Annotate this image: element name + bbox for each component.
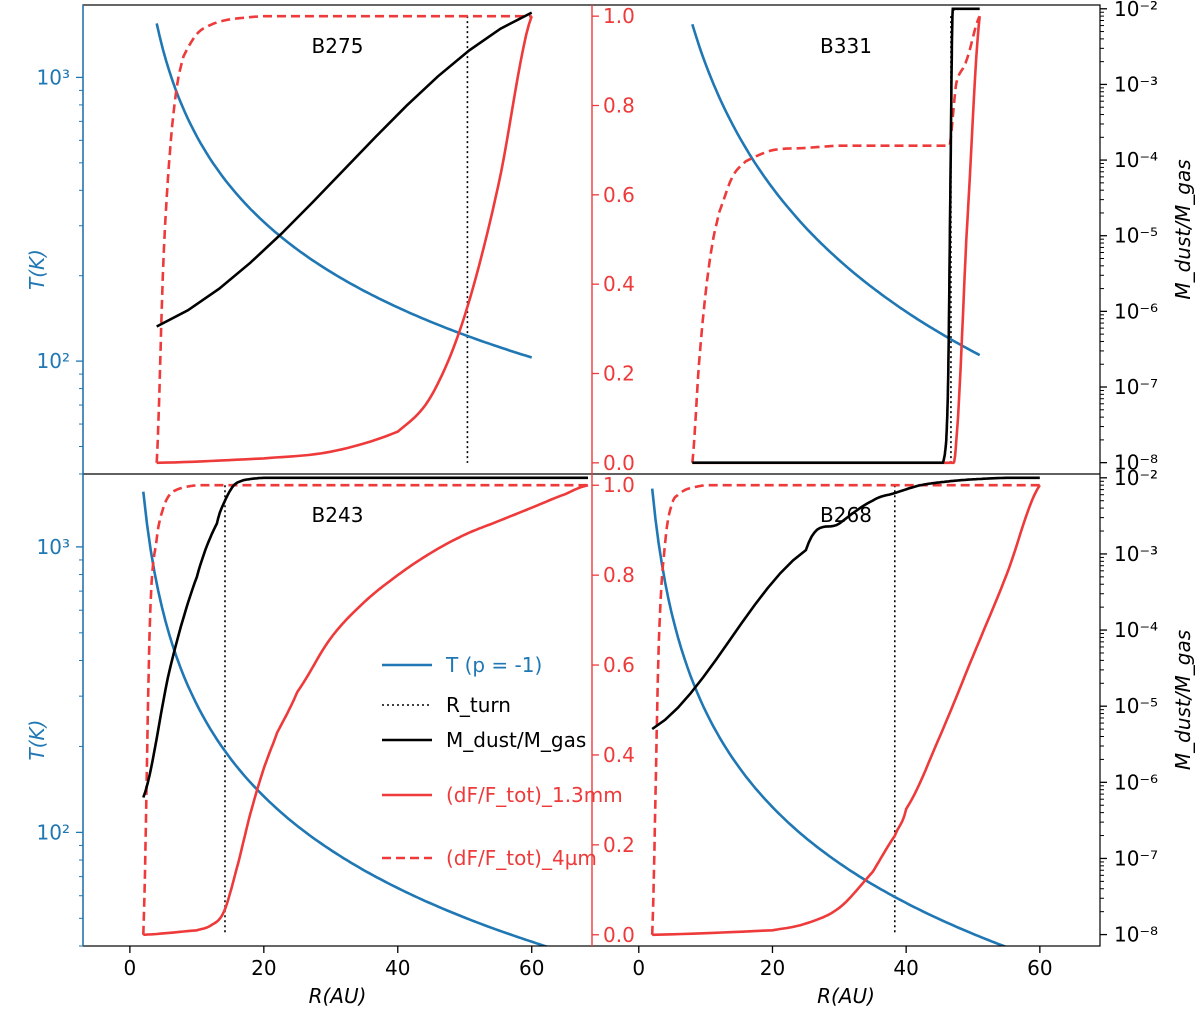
frames <box>82 4 1101 947</box>
middle-tick-label: 1.0 <box>603 4 635 28</box>
right-tick-label: 10⁻⁸ <box>1114 451 1158 475</box>
middle-tick-label: 0.2 <box>603 833 635 857</box>
legend-label: (dF/F_tot)_4µm <box>446 846 597 870</box>
panel-label: B331 <box>820 34 872 58</box>
flux-4um-line <box>142 483 588 935</box>
x-axis-label: R(AU) <box>817 984 875 1008</box>
right-tick-label: 10⁻⁶ <box>1114 770 1158 794</box>
right-tick-label: 10⁻⁵ <box>1114 224 1158 248</box>
x-tick-label: 60 <box>1027 956 1052 980</box>
right-tick-label: 10⁻² <box>1114 0 1158 21</box>
panel-label: B275 <box>312 34 364 58</box>
temperature-line <box>691 23 981 357</box>
right-tick-label: 10⁻⁴ <box>1114 148 1158 172</box>
right-tick-label: 10⁻⁸ <box>1114 923 1158 947</box>
panel-B275: B275 <box>155 11 533 465</box>
middle-tick-label: 0.6 <box>603 183 635 207</box>
mass-ratio-line <box>156 11 533 328</box>
middle-tick-label: 0.4 <box>603 272 635 296</box>
right-tick-label: 10⁻⁵ <box>1114 694 1158 718</box>
x-tick-label: 60 <box>519 956 544 980</box>
temperature-line <box>155 23 533 359</box>
x-tick-label: 20 <box>760 956 785 980</box>
legend-label: M_dust/M_gas <box>446 728 586 752</box>
x-tick-label: 20 <box>251 956 276 980</box>
right-tick-label: 10⁻⁴ <box>1114 618 1158 642</box>
panel-B331: B331 <box>691 7 981 465</box>
right-axis-label: M_dust/M_gas <box>1171 630 1195 770</box>
x-axis-label: R(AU) <box>309 984 367 1008</box>
flux-4um-line <box>155 14 532 463</box>
middle-tick-label: 0.8 <box>603 563 635 587</box>
x-tick-label: 0 <box>632 956 645 980</box>
middle-tick-label: 0.8 <box>603 94 635 118</box>
right-tick-label: 10⁻⁶ <box>1114 299 1158 323</box>
middle-tick-label: 0.4 <box>603 743 635 767</box>
legend-label: T (p = -1) <box>445 653 542 677</box>
left-tick-label: 10² <box>37 820 70 844</box>
flux-1-3mm-line <box>692 16 981 465</box>
temperature-line <box>650 488 1008 946</box>
mass-ratio-line <box>692 7 980 464</box>
right-tick-label: 10⁻³ <box>1114 542 1158 566</box>
flux-4um-line <box>691 15 981 463</box>
right-axis-label: M_dust/M_gas <box>1171 159 1195 299</box>
legend-label: (dF/F_tot)_1.3mm <box>446 783 623 807</box>
right-tick-label: 10⁻⁷ <box>1114 375 1158 399</box>
mass-ratio-line <box>651 476 1040 731</box>
panels: B275 B331 B243 B268 <box>142 7 1041 946</box>
x-tick-label: 40 <box>893 956 918 980</box>
flux-1-3mm-line <box>156 15 533 465</box>
left-tick-label: 10³ <box>37 65 70 89</box>
flux-1-3mm-line <box>652 484 1041 937</box>
left-axis-label: T(K) <box>25 720 49 761</box>
left-axis-label: T(K) <box>25 249 49 290</box>
middle-tick-label: 0.6 <box>603 653 635 677</box>
tick-layer: 10² 10³ 0.0 0.2 0.4 0.6 0.8 1.0 10⁻⁸ 10⁻⁷ 10⁻⁶ 10⁻⁵… <box>25 0 1195 1008</box>
legend-label: R_turn <box>446 693 511 717</box>
legend: T (p = -1) R_turn M_dust/M_gas (dF/F_tot)_1… <box>382 653 623 870</box>
right-tick-label: 10⁻² <box>1114 466 1158 490</box>
middle-tick-label: 1.0 <box>603 473 635 497</box>
panel-B243: B243 <box>142 476 589 946</box>
x-tick-label: 0 <box>124 956 137 980</box>
panel-label: B243 <box>312 503 364 527</box>
right-tick-label: 10⁻⁷ <box>1114 846 1158 870</box>
temperature-line <box>142 491 550 946</box>
panel-B268: B268 <box>650 476 1041 946</box>
middle-tick-label: 0.0 <box>603 451 635 475</box>
middle-tick-label: 0.0 <box>603 923 635 947</box>
flux-1-3mm-line <box>143 483 589 937</box>
panel-label: B268 <box>820 503 872 527</box>
mass-ratio-line <box>142 476 588 798</box>
left-tick-label: 10² <box>37 349 70 373</box>
x-tick-label: 40 <box>385 956 410 980</box>
flux-4um-line <box>650 483 1040 935</box>
middle-tick-label: 0.2 <box>603 362 635 386</box>
left-tick-label: 10³ <box>37 535 70 559</box>
right-tick-label: 10⁻³ <box>1114 72 1158 96</box>
